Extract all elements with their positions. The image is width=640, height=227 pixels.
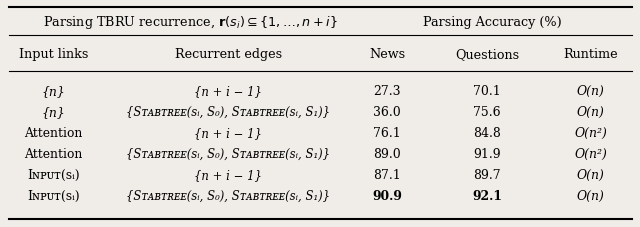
Text: O(n): O(n): [577, 84, 605, 97]
Text: Iɴᴘᴜᴛ(sᵢ): Iɴᴘᴜᴛ(sᵢ): [27, 168, 79, 181]
Text: {n}: {n}: [42, 105, 65, 118]
Text: News: News: [369, 48, 405, 61]
Text: Recurrent edges: Recurrent edges: [175, 48, 282, 61]
Text: 90.9: 90.9: [372, 189, 402, 202]
Text: O(n): O(n): [577, 189, 605, 202]
Text: 36.0: 36.0: [373, 105, 401, 118]
Text: Input links: Input links: [19, 48, 88, 61]
Text: O(n): O(n): [577, 105, 605, 118]
Text: {Sᴛᴀʙᴛʀᴇᴇ(sᵢ, S₀), Sᴛᴀʙᴛʀᴇᴇ(sᵢ, S₁)}: {Sᴛᴀʙᴛʀᴇᴇ(sᵢ, S₀), Sᴛᴀʙᴛʀᴇᴇ(sᵢ, S₁)}: [126, 105, 330, 118]
Text: 27.3: 27.3: [374, 84, 401, 97]
Text: {n + i − 1}: {n + i − 1}: [195, 168, 262, 181]
Text: 76.1: 76.1: [373, 126, 401, 139]
Text: {n}: {n}: [42, 84, 65, 97]
Text: 87.1: 87.1: [373, 168, 401, 181]
Text: 92.1: 92.1: [472, 189, 502, 202]
Text: Questions: Questions: [455, 48, 519, 61]
Text: 70.1: 70.1: [474, 84, 501, 97]
Text: 75.6: 75.6: [474, 105, 501, 118]
Text: Runtime: Runtime: [564, 48, 618, 61]
Text: O(n): O(n): [577, 168, 605, 181]
Text: 84.8: 84.8: [473, 126, 501, 139]
Text: {n + i − 1}: {n + i − 1}: [195, 126, 262, 139]
Text: 89.0: 89.0: [373, 147, 401, 160]
Text: O(n²): O(n²): [575, 147, 607, 160]
Text: 91.9: 91.9: [474, 147, 501, 160]
Text: Parsing TBRU recurrence, $\mathbf{r}(s_i) \subseteq \{1, \ldots, n + i\}$: Parsing TBRU recurrence, $\mathbf{r}(s_i…: [43, 14, 337, 31]
Text: Parsing Accuracy (%): Parsing Accuracy (%): [423, 16, 562, 29]
Text: Attention: Attention: [24, 126, 83, 139]
Text: O(n²): O(n²): [575, 126, 607, 139]
Text: Iɴᴘᴜᴛ(sᵢ): Iɴᴘᴜᴛ(sᵢ): [27, 189, 79, 202]
Text: {Sᴛᴀʙᴛʀᴇᴇ(sᵢ, S₀), Sᴛᴀʙᴛʀᴇᴇ(sᵢ, S₁)}: {Sᴛᴀʙᴛʀᴇᴇ(sᵢ, S₀), Sᴛᴀʙᴛʀᴇᴇ(sᵢ, S₁)}: [126, 189, 330, 202]
Text: {Sᴛᴀʙᴛʀᴇᴇ(sᵢ, S₀), Sᴛᴀʙᴛʀᴇᴇ(sᵢ, S₁)}: {Sᴛᴀʙᴛʀᴇᴇ(sᵢ, S₀), Sᴛᴀʙᴛʀᴇᴇ(sᵢ, S₁)}: [126, 147, 330, 160]
Text: Attention: Attention: [24, 147, 83, 160]
Text: {n + i − 1}: {n + i − 1}: [195, 84, 262, 97]
Text: 89.7: 89.7: [474, 168, 501, 181]
